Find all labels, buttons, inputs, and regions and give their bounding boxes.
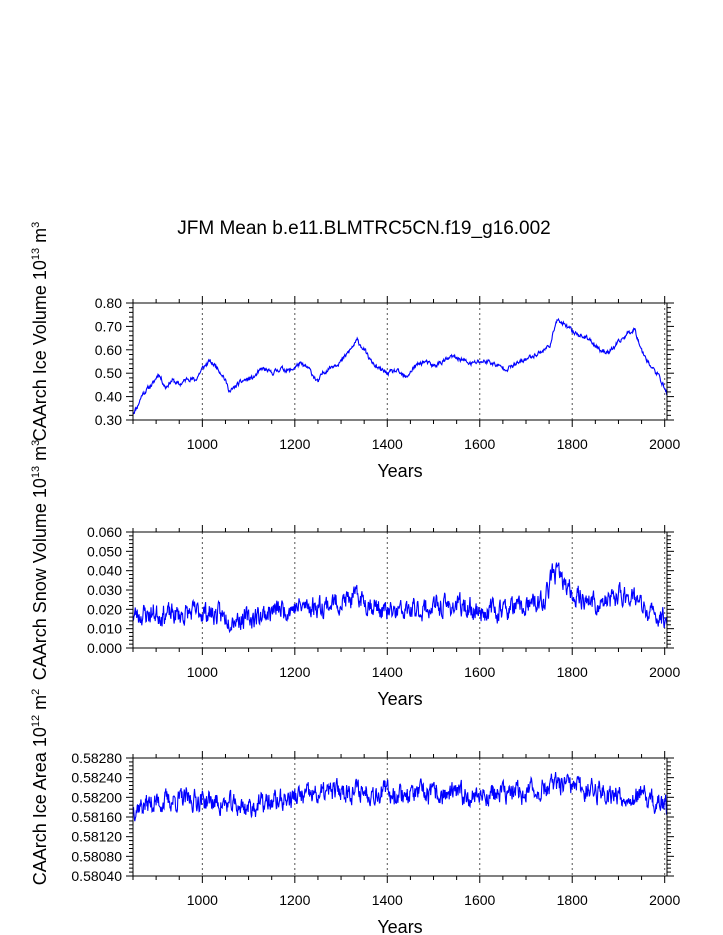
y-tick-label: 0.58080 xyxy=(71,848,122,864)
y-tick-label: 0.000 xyxy=(87,640,122,656)
y-tick-label: 0.58280 xyxy=(71,750,122,766)
y-tick-label: 0.040 xyxy=(87,563,122,579)
x-tick-label: 1800 xyxy=(557,664,588,680)
y-tick-label: 0.30 xyxy=(95,412,122,428)
y-axis-label: CAArch Ice Area 1012 m2 xyxy=(30,689,50,885)
x-tick-label: 2000 xyxy=(649,664,680,680)
x-tick-label: 1800 xyxy=(557,892,588,908)
y-tick-label: 0.60 xyxy=(95,342,122,358)
panel-1: 1000 1200 1400 1600 1800 2000 0.30 0.40 0.50 0.60… xyxy=(30,222,680,481)
y-tick-label: 0.58040 xyxy=(71,868,122,884)
x-tick-label: 1000 xyxy=(187,436,218,452)
x-tick-label: 1400 xyxy=(372,436,403,452)
panel-2: 1000 1200 1400 1600 1800 2000 0.000 0.010 0.020 0… xyxy=(30,440,680,709)
y-axis-label: CAArch Snow Volume 1013 m3 xyxy=(30,440,50,681)
x-tick-label: 2000 xyxy=(649,892,680,908)
x-tick-label: 1000 xyxy=(187,664,218,680)
x-tick-label: 1600 xyxy=(464,892,495,908)
y-tick-label: 0.58160 xyxy=(71,809,122,825)
y-tick-label: 0.020 xyxy=(87,601,122,617)
data-series-line xyxy=(133,562,667,634)
y-tick-label: 0.050 xyxy=(87,543,122,559)
x-axis-label: Years xyxy=(377,917,422,935)
x-tick-label: 1600 xyxy=(464,664,495,680)
x-tick-label: 1000 xyxy=(187,892,218,908)
y-tick-label: 0.58240 xyxy=(71,770,122,786)
y-tick-label: 0.80 xyxy=(95,295,122,311)
x-tick-label: 1400 xyxy=(372,664,403,680)
y-tick-label: 0.50 xyxy=(95,365,122,381)
x-tick-label: 1600 xyxy=(464,436,495,452)
panel-3: 1000 1200 1400 1600 1800 2000 0.58040 0.58080 0.… xyxy=(30,689,680,935)
y-tick-label: 0.58200 xyxy=(71,789,122,805)
x-tick-label: 1800 xyxy=(557,436,588,452)
x-tick-label: 1200 xyxy=(279,436,310,452)
y-tick-label: 0.58120 xyxy=(71,829,122,845)
y-tick-label: 0.70 xyxy=(95,318,122,334)
plot-frame xyxy=(132,531,668,649)
x-tick-label: 1200 xyxy=(279,892,310,908)
plot-frame xyxy=(132,757,668,877)
y-tick-label: 0.030 xyxy=(87,582,122,598)
plot-frame xyxy=(132,302,668,421)
x-tick-label: 1200 xyxy=(279,664,310,680)
data-series-line xyxy=(133,317,667,415)
x-axis-label: Years xyxy=(377,461,422,481)
data-series-line xyxy=(133,772,667,822)
y-axis-label: CAArch Ice Volume 1013 m3 xyxy=(30,222,50,441)
y-tick-label: 0.010 xyxy=(87,621,122,637)
figure-title: JFM Mean b.e11.BLMTRC5CN.f19_g16.002 xyxy=(177,218,551,239)
x-tick-label: 2000 xyxy=(649,436,680,452)
x-tick-label: 1400 xyxy=(372,892,403,908)
y-tick-label: 0.40 xyxy=(95,389,122,405)
x-axis-label: Years xyxy=(377,689,422,709)
y-tick-label: 0.060 xyxy=(87,524,122,540)
